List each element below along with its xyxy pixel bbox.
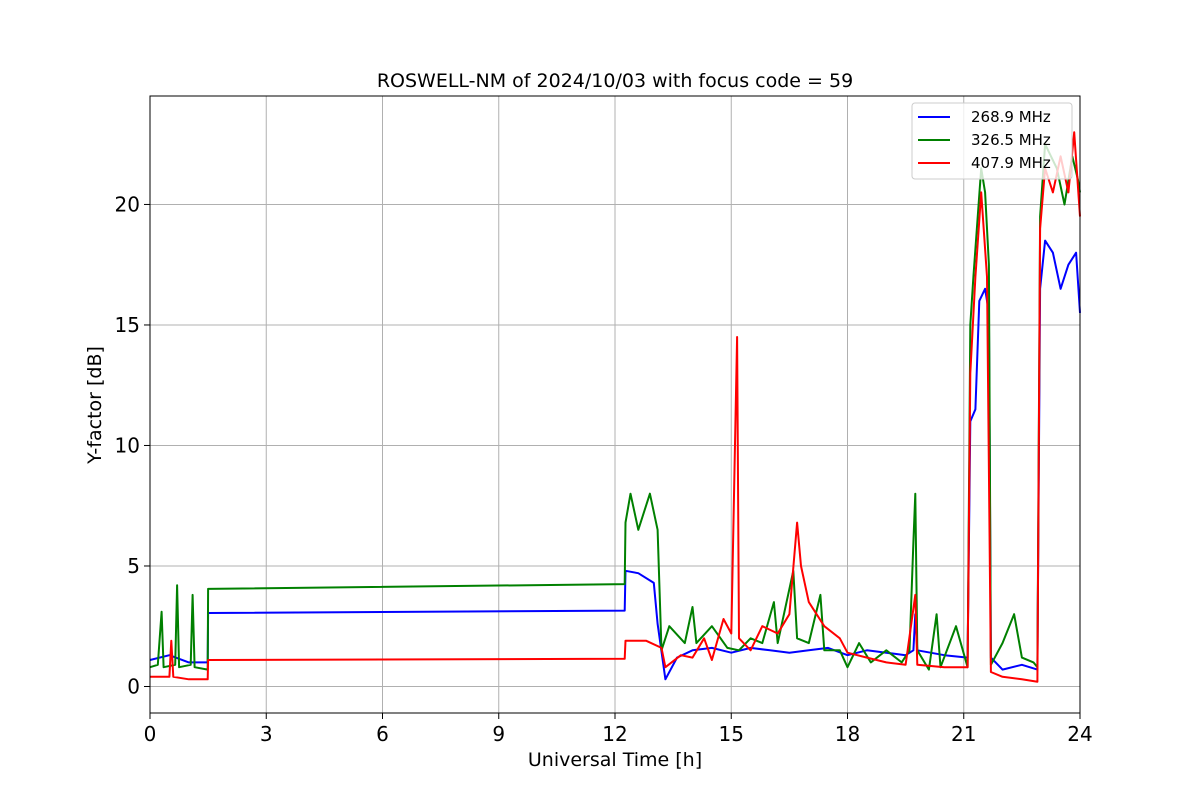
legend-label: 326.5 MHz	[971, 131, 1051, 149]
series-line-3	[150, 131, 1081, 683]
x-tick-label: 0	[144, 722, 157, 746]
y-tick-label: 10	[115, 433, 140, 457]
x-tick-label: 6	[376, 722, 389, 746]
legend-label: 268.9 MHz	[971, 108, 1051, 126]
legend-label: 407.9 MHz	[971, 154, 1051, 172]
chart-title: ROSWELL-NM of 2024/10/03 with focus code…	[377, 70, 853, 92]
x-axis-label: Universal Time [h]	[528, 749, 702, 771]
y-tick-label: 0	[127, 674, 140, 698]
x-tick-label: 3	[260, 722, 273, 746]
y-tick-label: 15	[115, 313, 140, 337]
y-axis-label: Y-factor [dB]	[84, 346, 106, 465]
series-line-1	[149, 239, 1081, 681]
x-tick-label: 15	[719, 722, 744, 746]
grid-lines	[149, 96, 1081, 713]
legend: 268.9 MHz 326.5 MHz 407.9 MHz	[911, 102, 1073, 180]
x-tick-label: 24	[1067, 722, 1092, 746]
x-tick-label: 9	[492, 722, 505, 746]
legend-box	[911, 102, 1073, 180]
series-lines	[149, 131, 1081, 683]
y-tick-label: 20	[115, 192, 140, 216]
axis-ticks: 0 3 6 9 12 15 18 21 24 0 5 10 15 20	[115, 192, 1093, 746]
y-tick-label: 5	[127, 554, 140, 578]
x-tick-label: 18	[835, 722, 860, 746]
x-tick-label: 21	[951, 722, 976, 746]
x-tick-label: 12	[602, 722, 627, 746]
